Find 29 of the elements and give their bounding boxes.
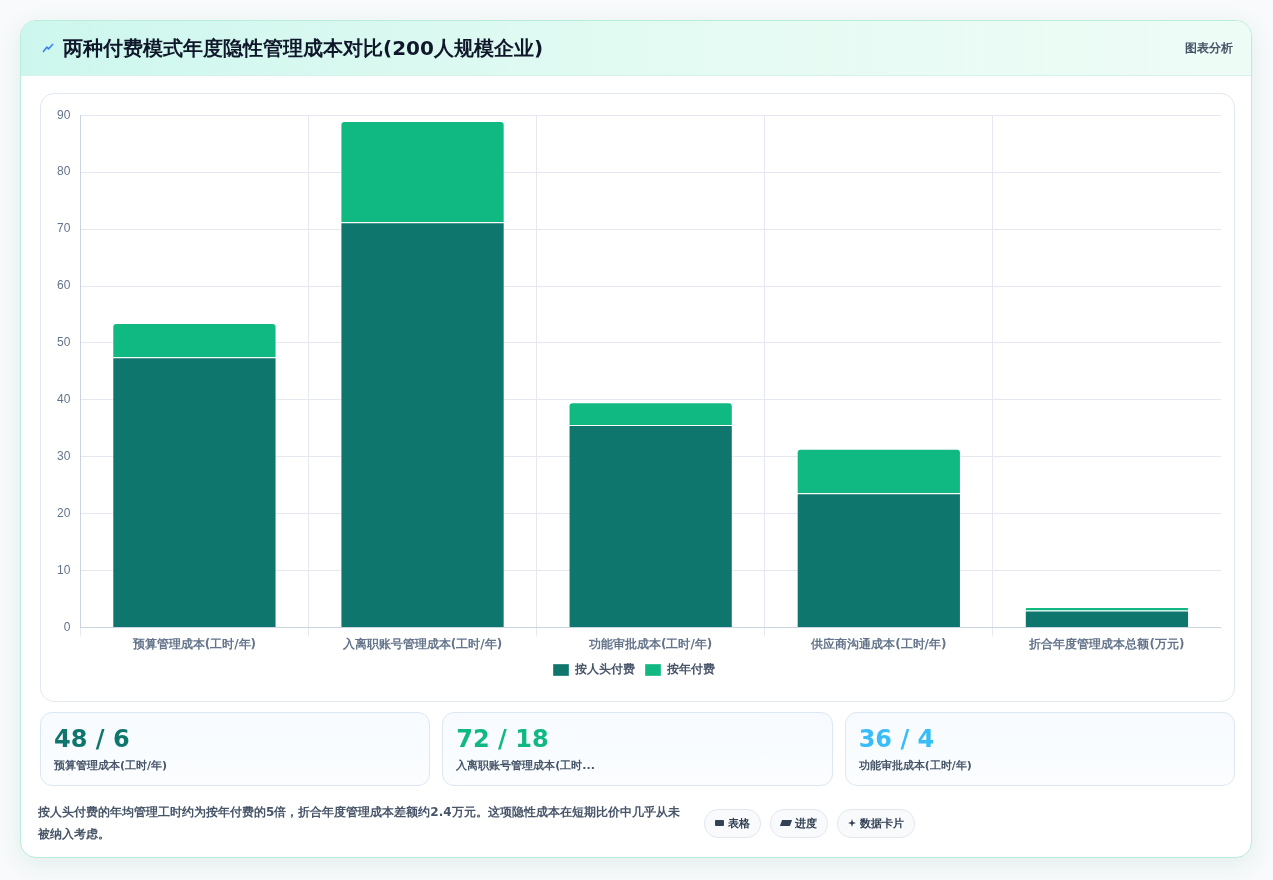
text: 表格 xyxy=(728,815,750,831)
text: 数据卡片 xyxy=(860,815,904,831)
legend-label: 按年付费 xyxy=(666,662,715,677)
text: 进度 xyxy=(795,815,817,831)
text: 功能审批成本(工时/年) xyxy=(858,759,972,773)
text: 预算管理成本(工时/年) xyxy=(54,759,168,773)
y-tick-label: 30 xyxy=(56,449,71,464)
text: 图表分析 xyxy=(1185,40,1233,56)
y-tick-label: 90 xyxy=(56,107,71,122)
x-tick-label: 入离职账号管理成本(工时/年) xyxy=(341,636,503,651)
x-tick-label: 预算管理成本(工时/年) xyxy=(131,636,257,651)
y-tick-label: 0 xyxy=(63,619,71,634)
x-tick-label: 功能审批成本(工时/年) xyxy=(587,636,713,651)
y-tick-label: 80 xyxy=(56,164,71,179)
x-tick-label: 供应商沟通成本(工时/年) xyxy=(810,636,947,651)
text: 入离职账号管理成本(工时... xyxy=(456,759,595,773)
y-tick-label: 20 xyxy=(56,506,71,521)
chart-title: 两种付费模式年度隐性管理成本对比(200人规模企业) xyxy=(63,35,544,61)
text: 36 / 4 xyxy=(858,725,935,753)
text: 按人头付费的年均管理工时约为按年付费的5倍，折合年度管理成本差额约2.4万元。这项隐性成本在短期比价中几乎从未被纳入考虑。 xyxy=(38,804,681,843)
y-tick-label: 40 xyxy=(56,392,71,407)
y-tick-label: 10 xyxy=(56,562,71,577)
y-tick-label: 60 xyxy=(56,278,71,293)
legend-label: 按人头付费 xyxy=(574,662,635,677)
text: 72 / 18 xyxy=(456,725,549,753)
y-tick-label: 70 xyxy=(56,221,71,236)
x-tick-label: 折合年度管理成本总额(万元) xyxy=(1028,636,1185,651)
text: 48 / 6 xyxy=(54,725,130,753)
y-tick-label: 50 xyxy=(56,335,71,350)
